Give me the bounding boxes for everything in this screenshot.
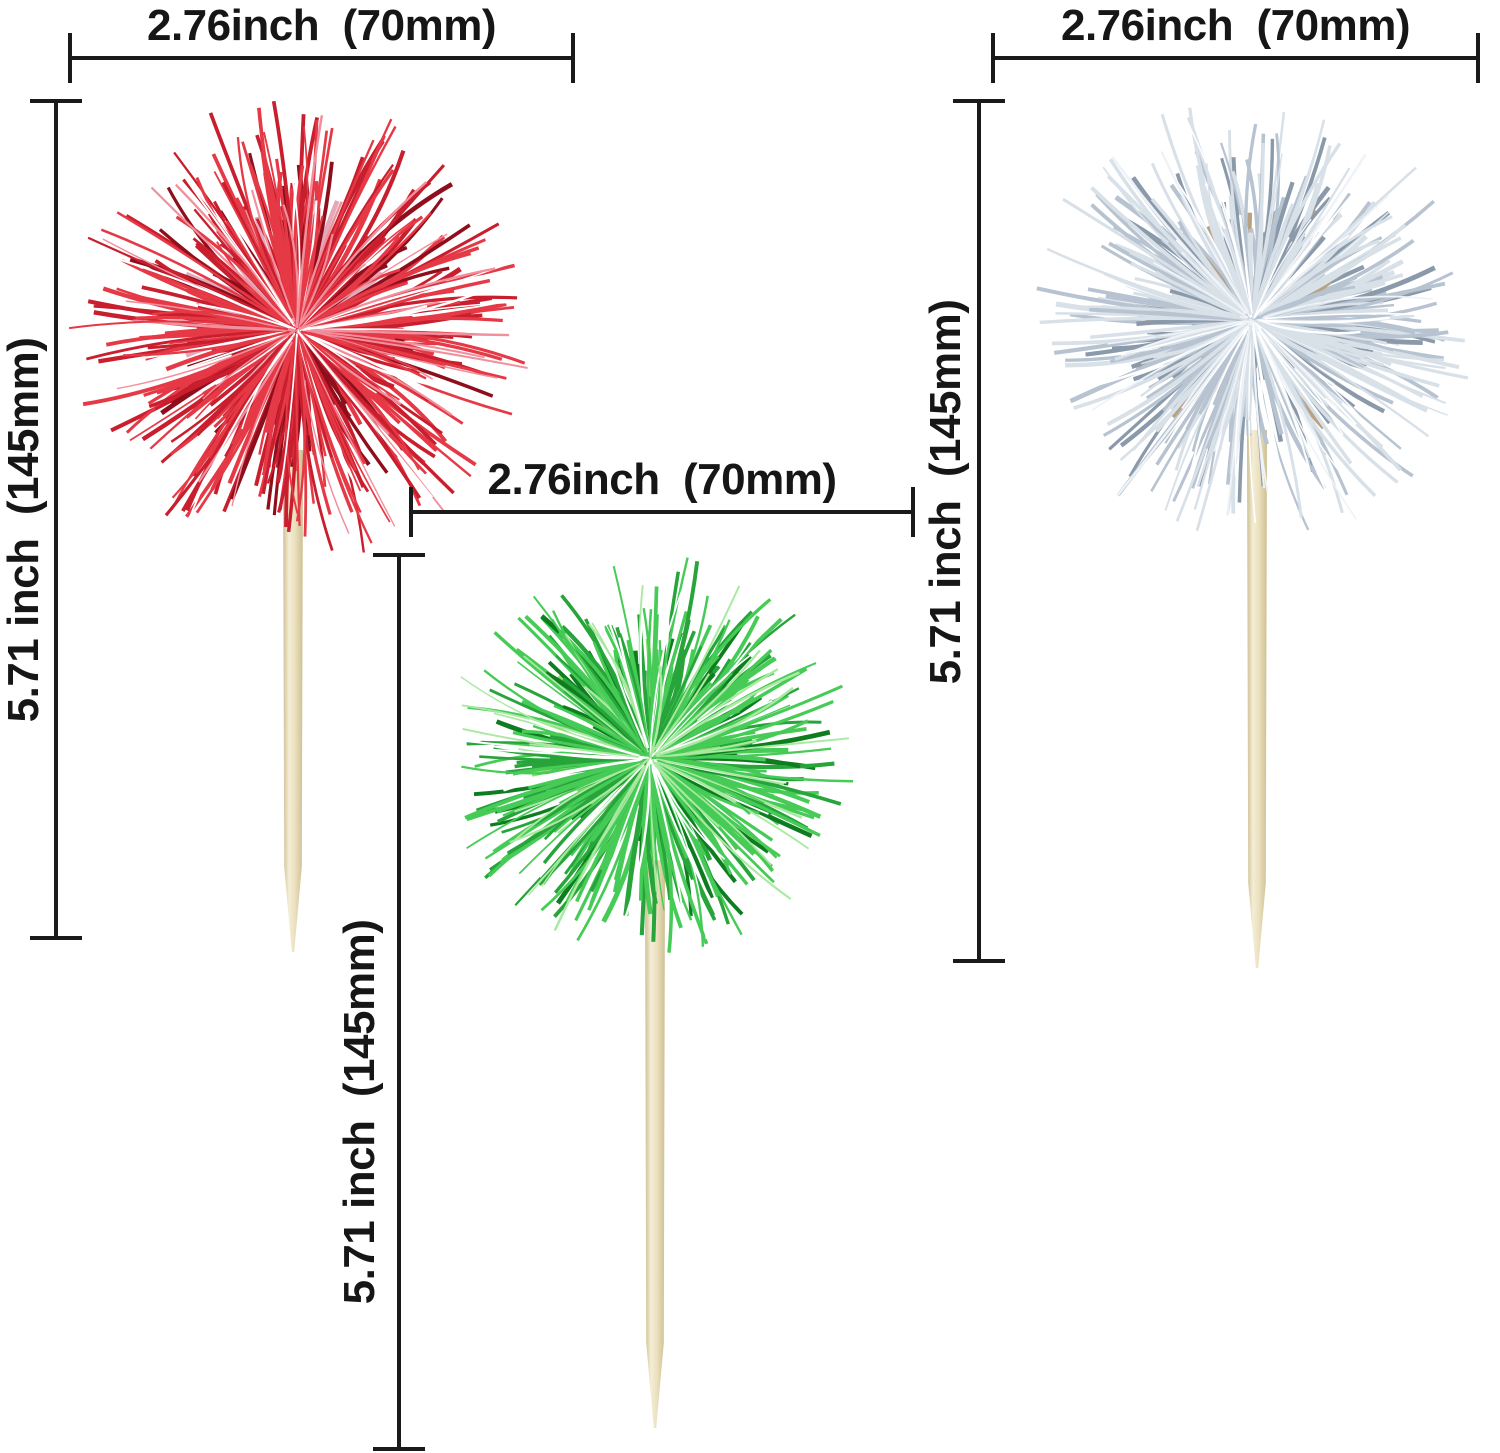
dimension-tick — [373, 553, 425, 557]
dimension-tick — [68, 33, 72, 83]
dimension-tick — [953, 959, 1005, 963]
silver-height-label: 5.71 inch (145mm) — [920, 299, 970, 685]
dimension-tick — [991, 33, 995, 83]
red-tinsel-pick-photo — [68, 100, 528, 952]
green-tinsel-pick-photo — [460, 557, 854, 1428]
silver-tinsel-pick-photo — [1036, 107, 1469, 968]
green-width-dimension-line: 2.76inch (70mm) — [409, 456, 915, 537]
red-height-label: 5.71 inch (145mm) — [0, 337, 48, 723]
red-height-dimension-line: 5.71 inch (145mm) — [0, 99, 82, 940]
dimension-tick — [953, 99, 1005, 103]
green-width-label: 2.76inch (70mm) — [487, 454, 837, 504]
dimension-tick — [409, 487, 413, 537]
red-width-dimension-line: 2.76inch (70mm) — [68, 2, 575, 83]
silver-width-label: 2.76inch (70mm) — [1060, 0, 1411, 50]
dimension-tick — [30, 99, 82, 103]
green-height-label: 5.71 inch (145mm) — [334, 919, 384, 1305]
red-width-label: 2.76inch (70mm) — [146, 0, 497, 50]
dimension-tick — [1476, 33, 1480, 83]
silver-height-dimension-line: 5.71 inch (145mm) — [921, 99, 1005, 963]
silver-width-dimension-line: 2.76inch (70mm) — [991, 2, 1480, 83]
green-height-dimension-line: 5.71 inch (145mm) — [335, 553, 425, 1451]
dimension-tick — [373, 1447, 425, 1451]
dimension-tick — [571, 33, 575, 83]
dimension-tick — [911, 487, 915, 537]
dimension-tick — [30, 936, 82, 940]
